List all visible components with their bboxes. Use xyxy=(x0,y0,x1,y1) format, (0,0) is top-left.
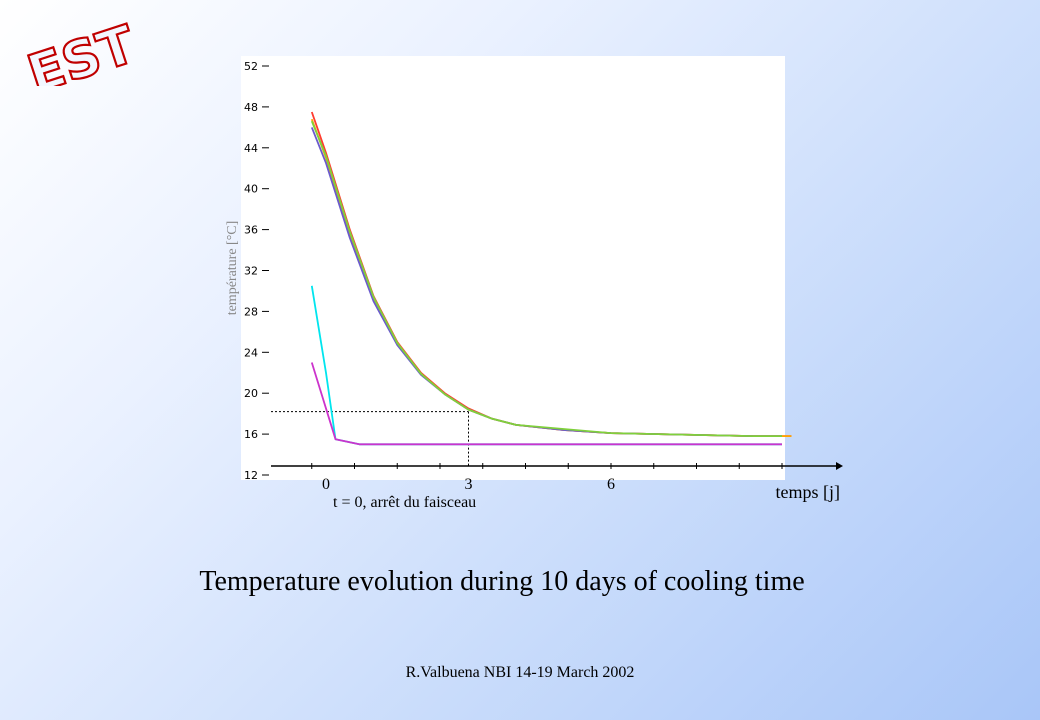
x-axis-label: temps [j] xyxy=(776,482,841,502)
beam-stop-annotation: t = 0, arrêt du faisceau xyxy=(333,494,476,511)
y-axis: 12 16 20 24 28 32 36 40 44 48 52 xyxy=(244,60,269,482)
y-tick-label: 28 xyxy=(244,305,258,318)
y-tick-label: 24 xyxy=(244,346,258,359)
x-tick-label: 3 xyxy=(465,476,473,493)
y-tick-label: 36 xyxy=(244,224,258,237)
y-tick-label: 32 xyxy=(244,265,258,278)
y-tick-label: 48 xyxy=(244,101,258,114)
slide-footer: R.Valbuena NBI 14-19 March 2002 xyxy=(405,664,635,681)
y-tick-label: 12 xyxy=(244,469,258,482)
series-line-6 xyxy=(310,362,782,446)
x-tick-label: 0 xyxy=(322,476,330,493)
est-logo: EST xyxy=(20,14,138,86)
series-group xyxy=(310,111,792,446)
slide-caption: Temperature evolution during 10 days of … xyxy=(199,566,805,597)
y-tick-label: 40 xyxy=(244,183,258,196)
y-tick-label: 20 xyxy=(244,387,258,400)
x-axis-arrow xyxy=(836,462,843,470)
x-axis: 0 3 6 xyxy=(271,462,843,493)
y-tick-label: 44 xyxy=(244,142,258,155)
series-line-4 xyxy=(310,120,782,438)
plot-area xyxy=(241,56,785,480)
reference-lines xyxy=(271,411,469,466)
y-tick-label: 52 xyxy=(244,60,258,73)
y-axis-label: température [°C] xyxy=(225,221,240,316)
x-tick-label: 6 xyxy=(607,476,615,493)
y-tick-label: 16 xyxy=(244,428,258,441)
